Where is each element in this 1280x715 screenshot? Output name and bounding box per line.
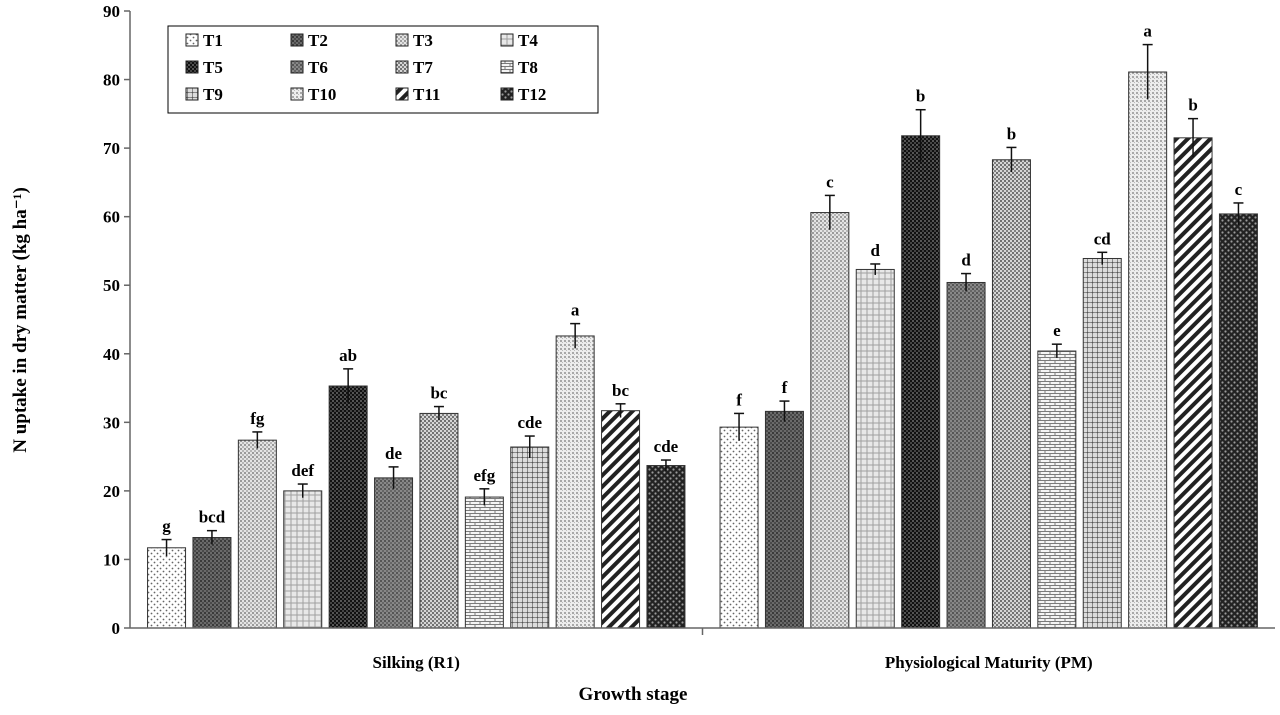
legend-label-t3: T3 — [413, 31, 433, 50]
legend-label-t12: T12 — [518, 85, 546, 104]
significance-label: bc — [612, 381, 629, 400]
bar-t9 — [510, 446, 550, 629]
y-tick-label: 60 — [103, 208, 120, 227]
significance-label: cde — [654, 437, 679, 456]
legend: T1 T2 T3 T4 T5 T6 T7 T8 T9 T10 T11 T12 — [167, 25, 599, 114]
x-category-label: Physiological Maturity (PM) — [885, 653, 1093, 672]
legend-swatch-t9 — [185, 87, 199, 101]
significance-label: f — [782, 378, 788, 397]
bar-t8 — [464, 496, 504, 629]
significance-label: de — [385, 444, 402, 463]
legend-swatch-t1 — [185, 33, 199, 47]
bar-t5 — [328, 385, 368, 629]
bar-t7 — [991, 159, 1031, 629]
legend-swatch-t7 — [395, 60, 409, 74]
legend-label-t4: T4 — [518, 31, 538, 50]
bar-t6 — [374, 477, 414, 629]
significance-label: b — [1188, 96, 1197, 115]
bar-t3 — [237, 439, 277, 629]
bar-t6 — [946, 281, 986, 629]
significance-label: def — [291, 461, 314, 480]
legend-swatch-t3 — [395, 33, 409, 47]
bar-t2 — [764, 410, 804, 629]
bar-t12 — [646, 465, 686, 629]
legend-label-t11: T11 — [413, 85, 440, 104]
legend-label-t7: T7 — [413, 58, 433, 77]
x-axis: Silking (R1) Physiological Maturity (PM) — [130, 627, 1275, 672]
significance-label: e — [1053, 321, 1061, 340]
y-axis-title: N uptake in dry matter (kg ha⁻¹) — [10, 187, 31, 453]
legend-label-t10: T10 — [308, 85, 336, 104]
y-tick-label: 30 — [103, 413, 120, 432]
significance-label: cd — [1094, 229, 1112, 248]
legend-label-t9: T9 — [203, 85, 223, 104]
legend-swatch-t5 — [185, 60, 199, 74]
significance-label: g — [162, 517, 171, 536]
significance-label: cde — [517, 413, 542, 432]
significance-label: bcd — [199, 508, 226, 527]
legend-label-t1: T1 — [203, 31, 223, 50]
legend-label-t6: T6 — [308, 58, 328, 77]
legend-swatch-t10 — [290, 87, 304, 101]
legend-swatch-t12 — [500, 87, 514, 101]
y-tick-label: 20 — [103, 482, 120, 501]
y-tick-label: 0 — [112, 619, 121, 638]
y-axis-ticks: 0 10 20 30 40 50 60 70 80 90 — [103, 2, 131, 638]
significance-label: d — [961, 251, 971, 270]
bar-t8 — [1037, 350, 1077, 629]
significance-label: b — [916, 87, 925, 106]
legend-swatch-t2 — [290, 33, 304, 47]
legend-label-t5: T5 — [203, 58, 223, 77]
significance-label: b — [1007, 124, 1016, 143]
significance-label: fg — [250, 409, 265, 428]
significance-label: a — [571, 301, 580, 320]
significance-label: ab — [339, 346, 357, 365]
bar-t9 — [1082, 257, 1122, 629]
legend-label-t2: T2 — [308, 31, 328, 50]
legend-label-t8: T8 — [518, 58, 538, 77]
y-tick-label: 80 — [103, 71, 120, 90]
y-tick-label: 90 — [103, 2, 120, 21]
bar-t10 — [1128, 71, 1168, 629]
y-tick-label: 70 — [103, 139, 120, 158]
legend-swatch-t11 — [395, 87, 409, 101]
bar-t12 — [1218, 213, 1258, 629]
significance-label: c — [826, 172, 834, 191]
bar-t3 — [810, 212, 850, 629]
significance-label: efg — [473, 466, 495, 485]
bar-t10 — [555, 335, 595, 629]
significance-label: f — [736, 390, 742, 409]
bar-t7 — [419, 412, 459, 629]
bar-t1 — [719, 426, 759, 629]
bar-t4 — [855, 268, 895, 629]
significance-label: d — [871, 241, 881, 260]
x-category-label: Silking (R1) — [373, 653, 460, 672]
bar-t4 — [283, 490, 323, 629]
legend-swatch-t8 — [500, 60, 514, 74]
bar-t11 — [1173, 137, 1213, 629]
bar-t1 — [147, 547, 187, 629]
y-tick-label: 50 — [103, 276, 120, 295]
x-axis-title: Growth stage — [579, 684, 688, 705]
legend-swatch-t6 — [290, 60, 304, 74]
bar-t11 — [601, 410, 641, 629]
legend-box — [167, 25, 599, 114]
bar-t2 — [192, 537, 232, 629]
significance-label: bc — [430, 384, 447, 403]
bar-t5 — [901, 135, 941, 629]
y-tick-label: 40 — [103, 345, 120, 364]
legend-swatch-t4 — [500, 33, 514, 47]
significance-label: a — [1143, 22, 1152, 41]
significance-label: c — [1235, 180, 1243, 199]
y-tick-label: 10 — [103, 550, 120, 569]
